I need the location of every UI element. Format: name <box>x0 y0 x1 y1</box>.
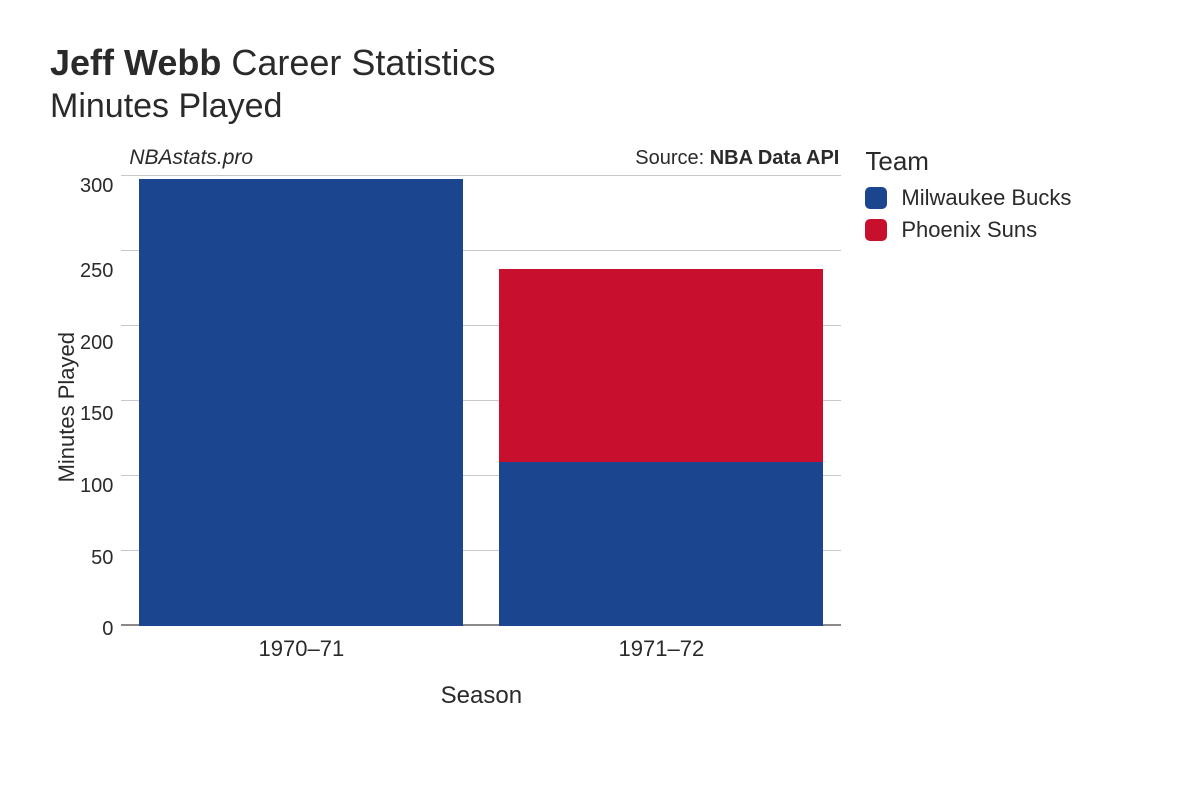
y-tick-label: 0 <box>102 619 113 639</box>
chart-container: Jeff Webb Career Statistics Minutes Play… <box>0 0 1200 800</box>
plot-column: NBAstats.pro Source: NBA Data API 1970–7… <box>121 146 841 710</box>
chart-inner: 300 250 200 150 100 50 0 NBAstats.pro Source: … <box>80 146 841 710</box>
source-attribution: Source: NBA Data API <box>635 147 839 170</box>
bar-segment <box>499 269 823 463</box>
legend-label: Phoenix Suns <box>901 217 1037 243</box>
legend: Team Milwaukee Bucks Phoenix Suns <box>865 146 1071 249</box>
x-axis-ticks: 1970–71 1971–72 <box>121 636 841 674</box>
source-prefix: Source: <box>635 147 709 169</box>
legend-item: Phoenix Suns <box>865 217 1071 243</box>
player-name: Jeff Webb <box>50 42 221 83</box>
bar-group <box>499 267 823 626</box>
title-line: Jeff Webb Career Statistics <box>50 40 1150 85</box>
legend-swatch <box>865 219 887 241</box>
bar-segment <box>499 462 823 626</box>
title-suffix: Career Statistics <box>231 42 495 83</box>
plot-area <box>121 176 841 626</box>
y-axis-label: Minutes Played <box>50 332 80 482</box>
legend-swatch <box>865 187 887 209</box>
bar-group <box>139 179 463 626</box>
legend-item: Milwaukee Bucks <box>865 185 1071 211</box>
y-tick-label: 200 <box>80 333 113 353</box>
bar-segment <box>139 179 463 626</box>
y-tick-label: 150 <box>80 404 113 424</box>
x-axis-label: Season <box>121 682 841 710</box>
y-tick-label: 100 <box>80 476 113 496</box>
x-tick-label: 1970–71 <box>259 636 345 662</box>
legend-label: Milwaukee Bucks <box>901 185 1071 211</box>
x-tick-label: 1971–72 <box>619 636 705 662</box>
source-name: NBA Data API <box>710 147 840 169</box>
y-axis-ticks: 300250200150100500 <box>80 180 121 630</box>
y-tick-label: 250 <box>80 261 113 281</box>
title-block: Jeff Webb Career Statistics Minutes Play… <box>50 40 1150 128</box>
subtitle: Minutes Played <box>50 85 1150 128</box>
gridline <box>121 175 841 176</box>
chart-row: Minutes Played 300 250 200 150 100 50 0 NBAsta… <box>50 146 1150 710</box>
y-tick-label: 300 <box>80 176 113 196</box>
watermark: NBAstats.pro <box>129 146 253 170</box>
meta-row: NBAstats.pro Source: NBA Data API <box>121 146 841 176</box>
legend-title: Team <box>865 146 1071 177</box>
y-tick-label: 50 <box>91 548 113 568</box>
